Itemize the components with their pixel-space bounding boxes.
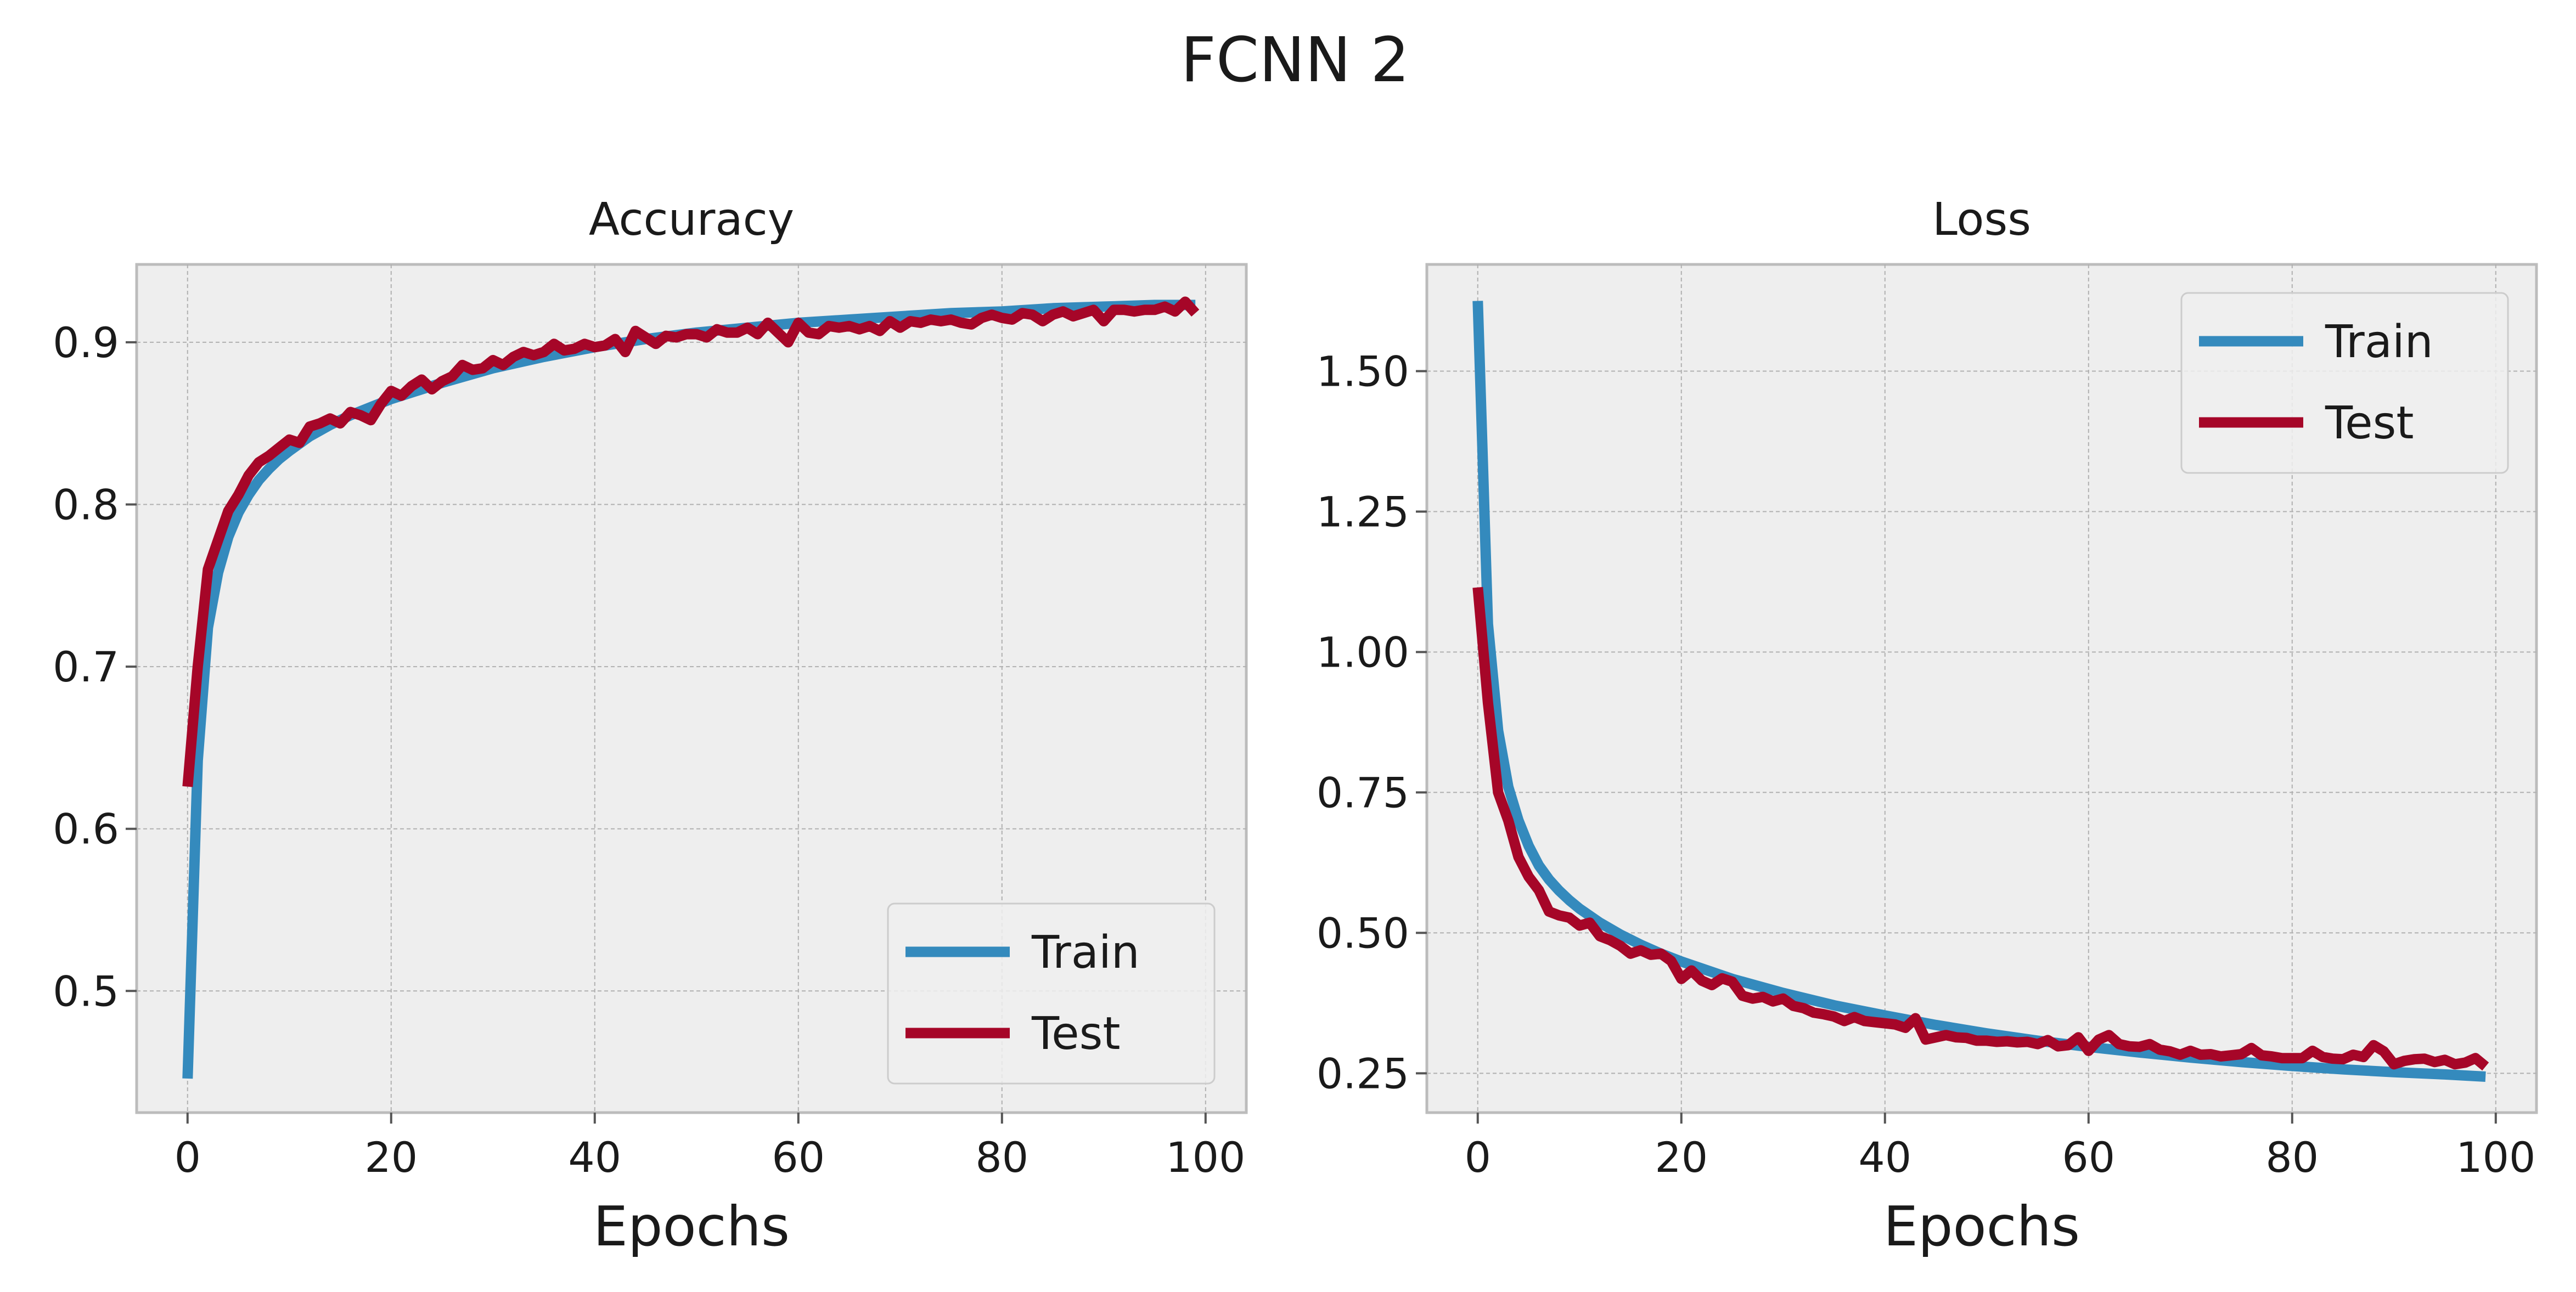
- loss-x-axis-title: Epochs: [1883, 1194, 2080, 1259]
- legend-label-test: Test: [2325, 397, 2414, 449]
- x-tick-label: 80: [975, 1133, 1028, 1182]
- accuracy-title: Accuracy: [589, 194, 794, 246]
- loss-legend: Train Test: [2180, 292, 2509, 474]
- y-tick-label: 0.9: [53, 318, 119, 367]
- x-tick-label: 40: [1858, 1133, 1911, 1182]
- y-tick-label: 0.75: [1317, 768, 1409, 817]
- accuracy-legend: Train Test: [887, 902, 1216, 1085]
- loss-test-line: [1472, 586, 2489, 1071]
- y-tick-label: 0.50: [1317, 909, 1409, 957]
- legend-label-test: Test: [1031, 1008, 1120, 1060]
- x-tick-label: 100: [1166, 1133, 1245, 1182]
- y-tick-label: 1.50: [1317, 347, 1409, 396]
- y-tick-label: 0.7: [53, 642, 119, 691]
- y-tick-label: 0.5: [53, 967, 119, 1015]
- y-tick-label: 1.00: [1317, 628, 1409, 676]
- loss-panel: 0 20 40 60 80 100 0.25 0.50 0.75 1.00 1.25 1.50 Loss…: [1317, 194, 2538, 1259]
- figure-title: FCNN 2: [1180, 25, 1409, 96]
- x-tick-label: 20: [1655, 1133, 1708, 1182]
- loss-train-line: [1472, 301, 2486, 1082]
- y-tick-label: 0.25: [1317, 1049, 1409, 1098]
- x-tick-label: 100: [2456, 1133, 2535, 1182]
- accuracy-x-axis-title: Epochs: [593, 1194, 790, 1259]
- x-tick-label: 0: [1465, 1133, 1491, 1182]
- x-tick-label: 60: [2062, 1133, 2115, 1182]
- x-tick-label: 0: [175, 1133, 201, 1182]
- y-tick-label: 0.6: [53, 805, 119, 854]
- x-tick-label: 40: [568, 1133, 621, 1182]
- accuracy-test-line: [182, 296, 1200, 787]
- legend-label-train: Train: [1031, 927, 1140, 979]
- x-tick-label: 60: [772, 1133, 825, 1182]
- accuracy-panel: 0 20 40 60 80 100 0.5 0.6 0.7 0.8 0.9 Accuracy Epoch…: [53, 194, 1248, 1259]
- accuracy-train-line: [182, 300, 1196, 1079]
- loss-title: Loss: [1932, 194, 2031, 246]
- x-tick-label: 20: [364, 1133, 418, 1182]
- y-tick-label: 0.8: [53, 480, 119, 529]
- x-tick-label: 80: [2265, 1133, 2319, 1182]
- legend-label-train: Train: [2325, 316, 2433, 368]
- y-tick-label: 1.25: [1317, 487, 1409, 536]
